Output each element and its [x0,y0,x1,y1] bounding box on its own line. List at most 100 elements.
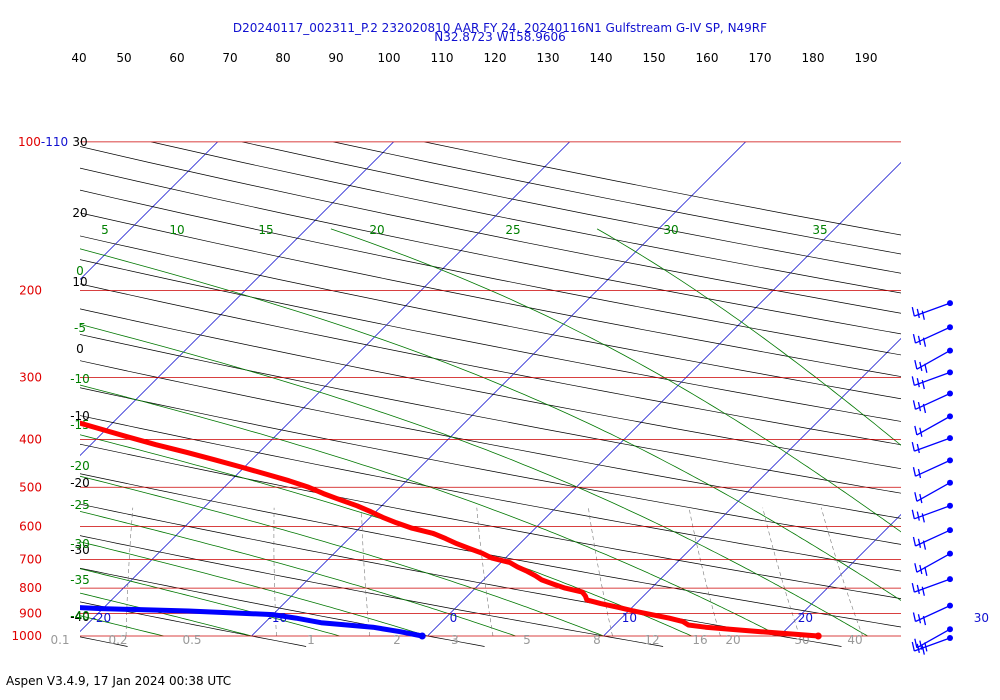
wind-barb [914,413,953,437]
top-axis-label: 40 [71,51,86,65]
wind-barb-feather [919,564,923,575]
isotherm-line [603,338,901,637]
wind-barb-feather [914,563,918,573]
dry-adiabat-line [80,283,901,446]
wind-barb-feather [924,566,928,576]
profile-segment [80,605,425,639]
wind-barb-staff [915,605,951,623]
isotherm-line [956,142,1000,636]
dry-adiabat-line [80,415,901,572]
dry-adiabat-line [80,235,901,400]
pressure-label: 1000 [11,629,42,643]
wind-barbs [911,300,953,655]
wind-barb-feather [916,443,920,454]
pressure-label: 300 [19,371,42,385]
dry-adiabat-line [80,259,901,422]
wind-barb-feather [914,492,918,502]
moist-adiabat-label: 15 [258,223,273,237]
mixing-ratio-label: 1 [307,633,315,647]
wind-barb-station [947,457,953,464]
isotherm-label: 10 [622,611,637,625]
left-scale-label: 30 [72,135,87,149]
wind-barb-feather [911,509,915,519]
wind-barb-feather [912,612,917,622]
wind-barb-feather [914,425,918,436]
moist-adiabat-label: 25 [505,223,520,237]
moist-adiabat-line [80,568,340,637]
pressure-label: 900 [19,606,42,620]
pressure-label: 500 [19,480,42,494]
wind-barb-feather [911,306,915,317]
wind-barb-feather [912,400,917,410]
moist-adiabat-label: -25 [70,498,90,512]
dry-adiabat-line [80,212,901,377]
top-axis-label: 110 [431,51,454,65]
wind-barb-staff [914,371,951,387]
dry-adiabat-lines [80,141,901,647]
wind-barb-staff [915,459,951,477]
wind-barb [911,435,953,454]
wind-barb-staff [914,637,951,652]
isotherm-line [251,141,746,637]
wind-barb-staff [915,529,951,547]
dry-adiabat-line [80,473,901,628]
top-axis-label: 120 [484,51,507,65]
dry-adiabat-line [80,387,901,545]
moist-adiabat-line [80,475,604,637]
isotherm-label: 0 [450,611,458,625]
wind-barb-feather [914,359,918,370]
moist-adiabat-label: -20 [70,459,90,473]
profile-end-dot [418,632,426,640]
moist-adiabat-label: -35 [70,573,90,587]
mixing-ratio-line [0,508,1,636]
top-axis-label: 130 [537,51,560,65]
wind-barb-feather [911,376,915,386]
left-scale-label: -40 [70,610,90,624]
wind-barb-staff [914,578,951,593]
wind-barb-staff [914,302,951,317]
wind-barb-station [947,347,953,354]
dry-adiabat-line [80,601,307,647]
wind-barb-feather [916,584,920,595]
wind-barb-feather [917,335,922,346]
wind-barb-feather [917,401,922,412]
moist-adiabat-label: 10 [169,223,184,237]
wind-barb-feather [922,337,927,347]
wind-barb [911,576,953,596]
wind-barb-station [947,435,953,442]
wind-barb-feather [916,378,920,388]
isotherm-label: -20 [92,611,112,625]
moist-adiabat-line [330,228,901,533]
top-axis-label: 160 [696,51,719,65]
wind-barb-feather [921,586,925,596]
pressure-label: 700 [19,552,42,566]
wind-barb-feather [921,379,925,390]
left-scale-label: -30 [70,543,90,557]
mixing-ratio-label: 0.2 [108,633,127,647]
software-version-footer: Aspen V3.4.9, 17 Jan 2024 00:38 UTC [6,674,232,688]
mixing-ratio-label: 12 [644,633,659,647]
top-axis-label: 70 [222,51,237,65]
wind-barb-feather [917,614,922,624]
dewpoint-profile [80,605,426,640]
wind-barb-feather [922,615,927,626]
isotherm-line [80,141,394,456]
wind-barb-station [947,626,953,633]
top-axis-label: 190 [855,51,878,65]
mixing-ratio-line [125,507,134,637]
moist-adiabat-line [80,510,516,637]
dry-adiabat-line [80,189,901,356]
wind-barb-station [947,369,953,376]
wind-barb-feather [922,403,927,414]
wind-barb-station [947,390,953,397]
wind-barb [914,550,953,576]
top-axis-label: 180 [802,51,825,65]
moist-adiabat-label: 30 [663,223,678,237]
isotherm-line [779,514,901,637]
mixing-ratio-label: 3 [451,633,459,647]
wind-barb-feather [919,493,923,504]
wind-barb-staff [916,415,951,436]
wind-barb-staff [916,482,951,502]
moist-adiabat-line [80,541,428,637]
